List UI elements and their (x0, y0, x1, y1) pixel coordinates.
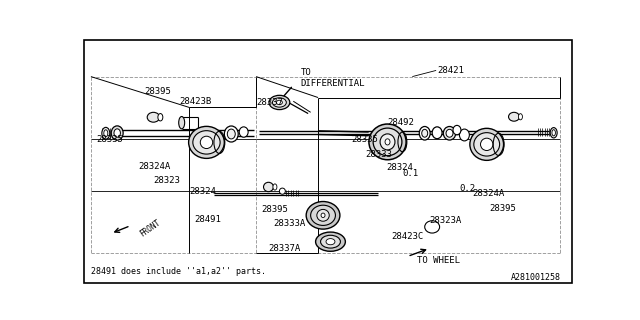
Text: 28423C: 28423C (392, 231, 424, 241)
Ellipse shape (316, 232, 346, 251)
Ellipse shape (239, 127, 248, 137)
Text: 28335: 28335 (352, 135, 379, 144)
Ellipse shape (446, 129, 453, 137)
Ellipse shape (474, 133, 500, 156)
Ellipse shape (419, 126, 430, 140)
Ellipse shape (422, 129, 428, 137)
Ellipse shape (227, 129, 236, 139)
Ellipse shape (321, 235, 340, 248)
Text: 28423B: 28423B (179, 97, 211, 106)
Text: 28492: 28492 (388, 118, 414, 127)
Ellipse shape (273, 184, 277, 190)
Text: 0.2: 0.2 (459, 184, 475, 193)
Ellipse shape (326, 239, 335, 245)
Text: 28491: 28491 (194, 215, 221, 224)
Ellipse shape (200, 136, 212, 148)
Ellipse shape (193, 131, 220, 154)
Ellipse shape (269, 95, 290, 110)
Text: 28337A: 28337A (269, 244, 301, 253)
Ellipse shape (102, 127, 110, 139)
Text: 28421: 28421 (437, 66, 464, 75)
Ellipse shape (104, 130, 108, 137)
Text: 28324: 28324 (189, 187, 216, 196)
Text: 28323A: 28323A (429, 216, 462, 225)
Ellipse shape (306, 202, 340, 229)
Text: 28491 does include ''a1,a2'' parts.: 28491 does include ''a1,a2'' parts. (91, 267, 266, 276)
Ellipse shape (509, 112, 520, 121)
Ellipse shape (225, 126, 238, 142)
Ellipse shape (179, 116, 185, 129)
Ellipse shape (111, 126, 123, 140)
Text: 28333: 28333 (365, 150, 392, 159)
Ellipse shape (280, 188, 285, 194)
Text: 28333A: 28333A (273, 219, 306, 228)
Ellipse shape (552, 130, 556, 136)
Ellipse shape (470, 128, 504, 160)
Ellipse shape (317, 209, 329, 221)
Text: TO WHEEL: TO WHEEL (417, 256, 460, 265)
Text: 28395: 28395 (261, 205, 288, 214)
Ellipse shape (432, 127, 442, 139)
Ellipse shape (373, 128, 402, 156)
Ellipse shape (460, 129, 469, 141)
Text: 28323: 28323 (154, 176, 180, 185)
Ellipse shape (310, 205, 335, 225)
Text: 28324A: 28324A (472, 189, 504, 198)
Ellipse shape (385, 139, 390, 145)
Ellipse shape (273, 98, 286, 107)
Ellipse shape (321, 213, 325, 218)
Text: FRONT: FRONT (138, 218, 163, 239)
Ellipse shape (147, 112, 159, 122)
Ellipse shape (444, 126, 456, 140)
Text: 28324A: 28324A (138, 162, 171, 171)
Text: 28337: 28337 (256, 98, 283, 107)
Text: A281001258: A281001258 (511, 273, 561, 282)
Ellipse shape (453, 125, 461, 135)
Ellipse shape (114, 129, 120, 137)
Ellipse shape (481, 138, 493, 150)
Ellipse shape (380, 134, 395, 150)
Text: 28324: 28324 (387, 163, 413, 172)
Ellipse shape (158, 114, 163, 121)
Ellipse shape (518, 114, 522, 120)
Ellipse shape (425, 221, 440, 233)
Ellipse shape (276, 100, 282, 105)
Ellipse shape (369, 124, 406, 160)
Text: 28335: 28335 (96, 135, 123, 144)
Ellipse shape (189, 126, 225, 158)
Text: TO
DIFFERENTIAL: TO DIFFERENTIAL (301, 68, 365, 88)
Text: 0.1: 0.1 (403, 169, 419, 178)
Ellipse shape (550, 128, 557, 138)
Text: 28395: 28395 (489, 204, 516, 213)
Text: 28395: 28395 (145, 87, 172, 96)
Ellipse shape (264, 182, 273, 192)
